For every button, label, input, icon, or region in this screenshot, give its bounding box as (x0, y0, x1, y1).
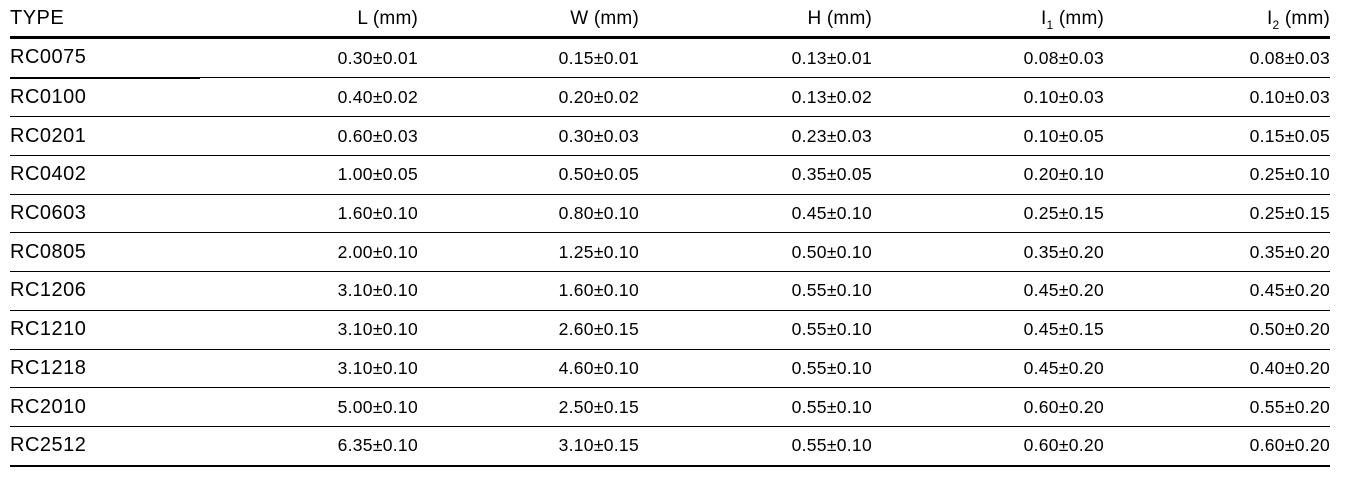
l-cell: 0.40±0.02 (200, 77, 418, 118)
w-cell: 1.60±0.10 (418, 271, 639, 311)
column-header-w: W (mm) (418, 4, 639, 39)
w-cell: 1.25±0.10 (418, 232, 639, 273)
l-cell: 3.10±0.10 (200, 310, 418, 350)
w-cell: 2.60±0.15 (418, 310, 639, 350)
i1-cell: 0.10±0.05 (872, 116, 1104, 157)
table-row: RC1218 3.10±0.10 4.60±0.10 0.55±0.10 0.4… (10, 349, 1330, 389)
i1-unit: (mm) (1053, 8, 1104, 29)
i1-cell: 0.25±0.15 (872, 194, 1104, 234)
w-cell: 0.80±0.10 (418, 194, 639, 234)
column-header-i2: I2 (mm) (1104, 4, 1330, 39)
type-cell: RC0402 (10, 155, 200, 195)
type-cell: RC2010 (10, 387, 200, 427)
i1-cell: 0.08±0.03 (872, 37, 1104, 79)
i1-cell: 0.60±0.20 (872, 426, 1104, 467)
h-cell: 0.13±0.02 (639, 77, 872, 118)
i1-subscript: 1 (1046, 17, 1054, 32)
column-header-h: H (mm) (639, 4, 872, 39)
type-cell: RC0603 (10, 194, 200, 234)
i1-cell: 0.60±0.20 (872, 387, 1104, 427)
w-cell: 0.20±0.02 (418, 77, 639, 118)
l-cell: 3.10±0.10 (200, 349, 418, 389)
i1-cell: 0.20±0.10 (872, 155, 1104, 195)
i2-cell: 0.25±0.10 (1104, 155, 1330, 195)
i1-cell: 0.35±0.20 (872, 232, 1104, 273)
i2-cell: 0.10±0.03 (1104, 77, 1330, 118)
h-cell: 0.35±0.05 (639, 155, 872, 195)
table-row: RC0100 0.40±0.02 0.20±0.02 0.13±0.02 0.1… (10, 77, 1330, 118)
table-row: RC2512 6.35±0.10 3.10±0.15 0.55±0.10 0.6… (10, 426, 1330, 467)
h-cell: 0.23±0.03 (639, 116, 872, 157)
h-cell: 0.50±0.10 (639, 232, 872, 273)
header-row: TYPE L (mm) W (mm) H (mm) I1 (mm) I2 (mm… (10, 4, 1330, 39)
w-cell: 2.50±0.15 (418, 387, 639, 427)
w-cell: 0.50±0.05 (418, 155, 639, 195)
l-cell: 3.10±0.10 (200, 271, 418, 311)
i1-cell: 0.45±0.20 (872, 349, 1104, 389)
w-cell: 3.10±0.15 (418, 426, 639, 467)
type-cell: RC0805 (10, 232, 200, 273)
table-row: RC0075 0.30±0.01 0.15±0.01 0.13±0.01 0.0… (10, 37, 1330, 79)
table-row: RC2010 5.00±0.10 2.50±0.15 0.55±0.10 0.6… (10, 387, 1330, 427)
l-cell: 1.00±0.05 (200, 155, 418, 195)
i2-unit: (mm) (1279, 8, 1330, 29)
table-header: TYPE L (mm) W (mm) H (mm) I1 (mm) I2 (mm… (10, 4, 1330, 39)
h-cell: 0.55±0.10 (639, 387, 872, 427)
column-header-i1: I1 (mm) (872, 4, 1104, 39)
l-cell: 0.30±0.01 (200, 37, 418, 79)
type-cell: RC2512 (10, 426, 200, 467)
dimensions-table-container: TYPE L (mm) W (mm) H (mm) I1 (mm) I2 (mm… (10, 4, 1330, 467)
w-cell: 4.60±0.10 (418, 349, 639, 389)
type-cell: RC0100 (10, 77, 200, 118)
h-cell: 0.55±0.10 (639, 349, 872, 389)
l-cell: 5.00±0.10 (200, 387, 418, 427)
i1-cell: 0.10±0.03 (872, 77, 1104, 118)
h-cell: 0.55±0.10 (639, 426, 872, 467)
i2-cell: 0.50±0.20 (1104, 310, 1330, 350)
l-cell: 0.60±0.03 (200, 116, 418, 157)
i1-cell: 0.45±0.20 (872, 271, 1104, 311)
i2-cell: 0.08±0.03 (1104, 37, 1330, 79)
i2-cell: 0.25±0.15 (1104, 194, 1330, 234)
i2-cell: 0.40±0.20 (1104, 349, 1330, 389)
h-cell: 0.55±0.10 (639, 271, 872, 311)
i2-cell: 0.15±0.05 (1104, 116, 1330, 157)
table-row: RC1206 3.10±0.10 1.60±0.10 0.55±0.10 0.4… (10, 271, 1330, 311)
table-body: RC0075 0.30±0.01 0.15±0.01 0.13±0.01 0.0… (10, 37, 1330, 467)
l-cell: 2.00±0.10 (200, 232, 418, 273)
table-row: RC0603 1.60±0.10 0.80±0.10 0.45±0.10 0.2… (10, 194, 1330, 234)
i2-subscript: 2 (1272, 17, 1280, 32)
type-cell: RC1210 (10, 310, 200, 350)
h-cell: 0.45±0.10 (639, 194, 872, 234)
i1-symbol: I (1041, 8, 1047, 29)
i1-cell: 0.45±0.15 (872, 310, 1104, 350)
type-cell: RC1206 (10, 271, 200, 311)
i2-cell: 0.55±0.20 (1104, 387, 1330, 427)
i2-cell: 0.35±0.20 (1104, 232, 1330, 273)
table-row: RC1210 3.10±0.10 2.60±0.15 0.55±0.10 0.4… (10, 310, 1330, 350)
i2-cell: 0.45±0.20 (1104, 271, 1330, 311)
column-header-l: L (mm) (200, 4, 418, 39)
table-row: RC0201 0.60±0.03 0.30±0.03 0.23±0.03 0.1… (10, 116, 1330, 157)
column-header-type: TYPE (10, 4, 200, 39)
w-cell: 0.15±0.01 (418, 37, 639, 79)
l-cell: 6.35±0.10 (200, 426, 418, 467)
table-row: RC0402 1.00±0.05 0.50±0.05 0.35±0.05 0.2… (10, 155, 1330, 195)
type-cell: RC0201 (10, 116, 200, 157)
type-cell: RC1218 (10, 349, 200, 389)
i2-cell: 0.60±0.20 (1104, 426, 1330, 467)
table-row: RC0805 2.00±0.10 1.25±0.10 0.50±0.10 0.3… (10, 232, 1330, 273)
h-cell: 0.55±0.10 (639, 310, 872, 350)
type-cell: RC0075 (10, 37, 200, 79)
i2-symbol: I (1267, 8, 1273, 29)
l-cell: 1.60±0.10 (200, 194, 418, 234)
h-cell: 0.13±0.01 (639, 37, 872, 79)
w-cell: 0.30±0.03 (418, 116, 639, 157)
dimensions-table: TYPE L (mm) W (mm) H (mm) I1 (mm) I2 (mm… (10, 4, 1330, 467)
